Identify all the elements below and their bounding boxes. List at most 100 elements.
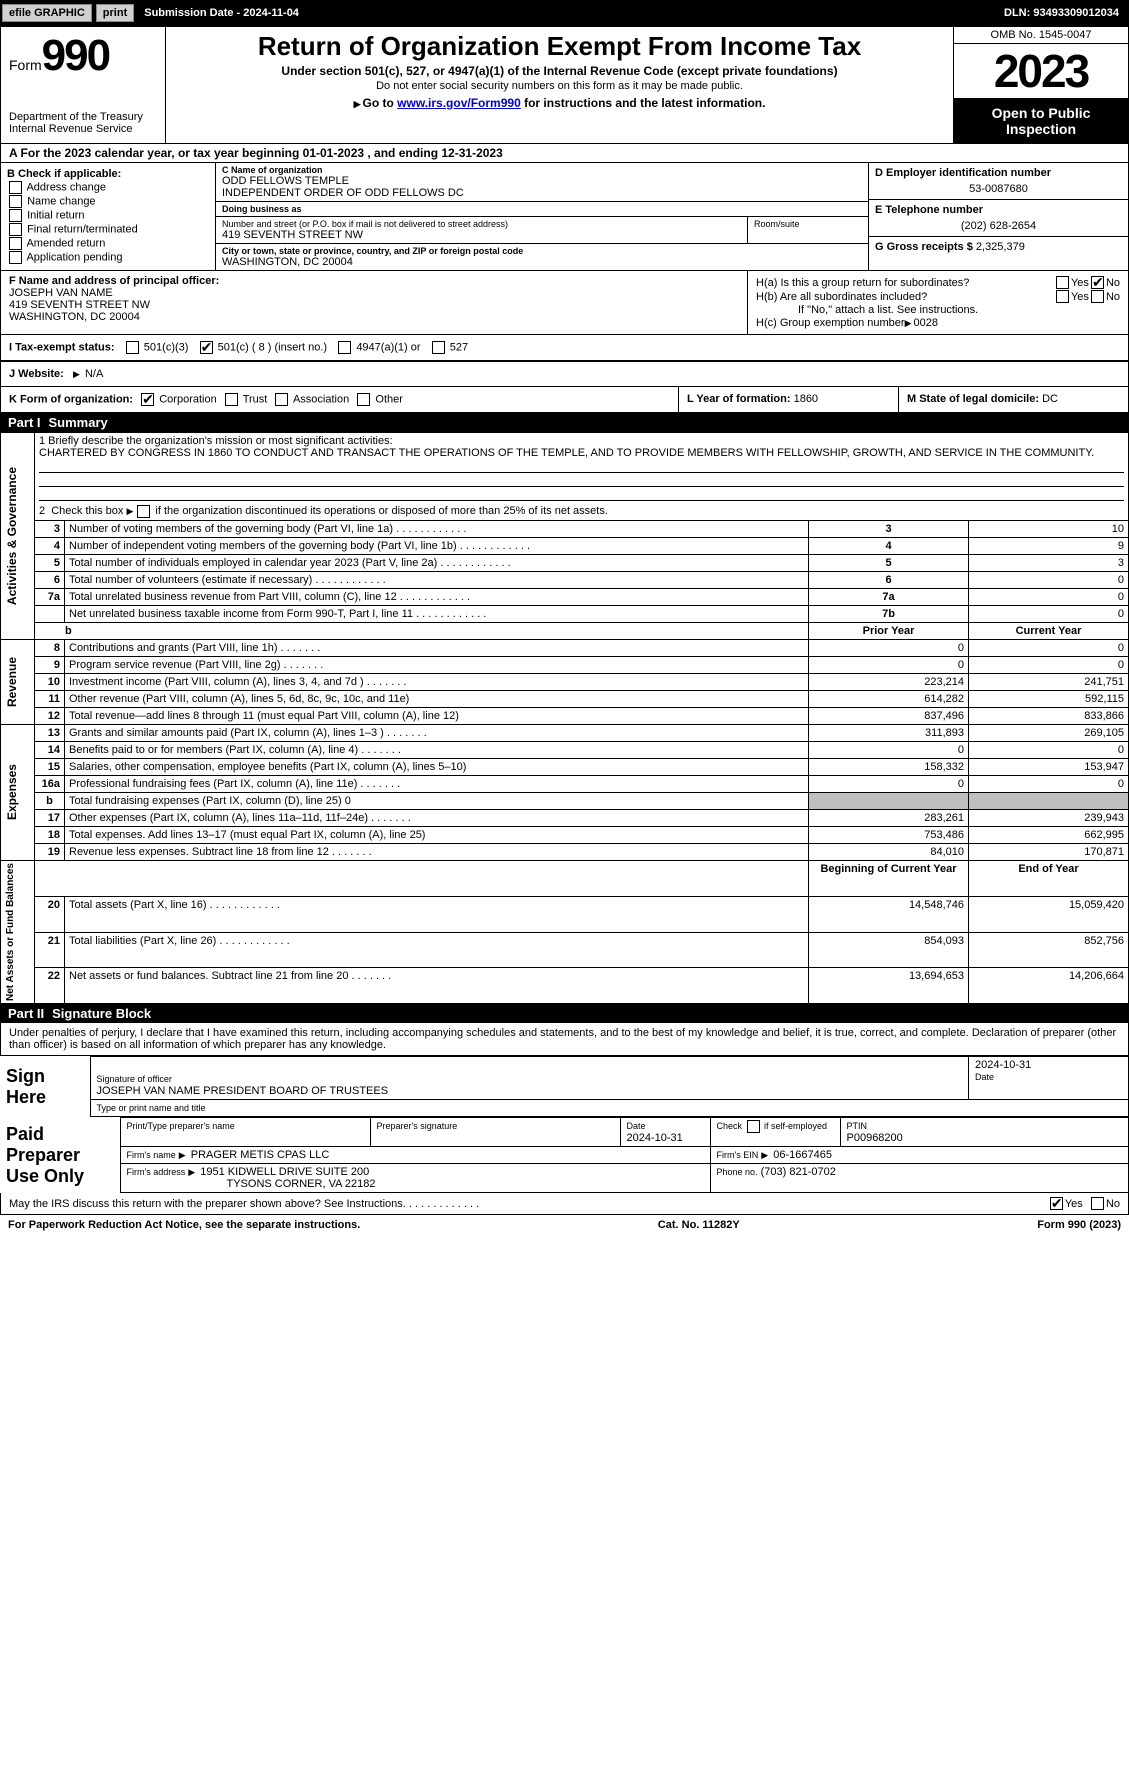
exp-row: Revenue less expenses. Subtract line 18 … bbox=[65, 844, 809, 861]
opt-pending: Application pending bbox=[26, 251, 122, 263]
part-1-num: Part I bbox=[8, 415, 49, 430]
rev-row: Total revenue—add lines 8 through 11 (mu… bbox=[65, 708, 809, 725]
ag-row: Number of voting members of the governin… bbox=[65, 521, 809, 538]
opt-amended: Amended return bbox=[26, 237, 105, 249]
hb-yes[interactable] bbox=[1056, 290, 1069, 303]
firm-phone-label: Phone no. bbox=[717, 1167, 758, 1177]
opt-final: Final return/terminated bbox=[27, 223, 138, 235]
hdr-boy: Beginning of Current Year bbox=[809, 861, 969, 897]
efile-label: efile GRAPHIC bbox=[2, 4, 92, 22]
irs-no[interactable] bbox=[1091, 1197, 1104, 1210]
ptin-value: P00968200 bbox=[847, 1132, 903, 1144]
row-klm: K Form of organization: Corporation Trus… bbox=[0, 387, 1129, 413]
dln: DLN: 93493309012034 bbox=[1004, 7, 1129, 19]
row-fh: F Name and address of principal officer:… bbox=[0, 271, 1129, 335]
officer-name: JOSEPH VAN NAME bbox=[9, 287, 739, 299]
chk-assoc[interactable] bbox=[275, 393, 288, 406]
vlabel-exp: Expenses bbox=[5, 764, 19, 820]
row-j: J Website: N/A bbox=[0, 362, 1129, 387]
irs-discuss-row: May the IRS discuss this return with the… bbox=[0, 1193, 1129, 1215]
subtitle-1: Under section 501(c), 527, or 4947(a)(1)… bbox=[176, 64, 943, 78]
dba-label: Doing business as bbox=[222, 204, 862, 214]
line-2: 2 Check this box if the organization dis… bbox=[39, 505, 608, 517]
chk-4947[interactable] bbox=[338, 341, 351, 354]
exp-row: Grants and similar amounts paid (Part IX… bbox=[65, 725, 809, 742]
d-label: D Employer identification number bbox=[875, 167, 1122, 179]
vlabel-rev: Revenue bbox=[5, 657, 19, 707]
chk-initial[interactable] bbox=[9, 209, 22, 222]
firm-name-label: Firm's name bbox=[127, 1150, 176, 1160]
exp-row: Benefits paid to or for members (Part IX… bbox=[65, 742, 809, 759]
phone-value: (202) 628-2654 bbox=[875, 220, 1122, 232]
firm-addr-1: 1951 KIDWELL DRIVE SUITE 200 bbox=[200, 1166, 369, 1178]
irs-yes[interactable] bbox=[1050, 1197, 1063, 1210]
street-label: Number and street (or P.O. box if mail i… bbox=[222, 219, 741, 229]
ha-no[interactable] bbox=[1091, 276, 1104, 289]
chk-trust[interactable] bbox=[225, 393, 238, 406]
hb-no[interactable] bbox=[1091, 290, 1104, 303]
chk-corp[interactable] bbox=[141, 393, 154, 406]
type-name-label: Type or print name and title bbox=[97, 1103, 206, 1113]
exp-row: Other expenses (Part IX, column (A), lin… bbox=[65, 810, 809, 827]
org-name-1: ODD FELLOWS TEMPLE bbox=[222, 175, 862, 187]
part-2-num: Part II bbox=[8, 1006, 52, 1021]
city-label: City or town, state or province, country… bbox=[222, 246, 862, 256]
hc-value: 0028 bbox=[913, 317, 937, 329]
box-bcdeg: B Check if applicable: Address change Na… bbox=[0, 163, 1129, 271]
ag-row: Total unrelated business revenue from Pa… bbox=[65, 589, 809, 606]
chk-501c[interactable] bbox=[200, 341, 213, 354]
top-bar: efile GRAPHIC print Submission Date - 20… bbox=[0, 0, 1129, 26]
subtitle-2: Do not enter social security numbers on … bbox=[176, 80, 943, 92]
declaration: Under penalties of perjury, I declare th… bbox=[0, 1023, 1129, 1056]
j-label: J Website: bbox=[9, 368, 64, 380]
dept-2: Internal Revenue Service bbox=[9, 123, 157, 135]
chk-self-employed[interactable] bbox=[747, 1120, 760, 1133]
website-value: N/A bbox=[85, 368, 103, 380]
na-row: Total liabilities (Part X, line 26) bbox=[65, 932, 809, 968]
chk-pending[interactable] bbox=[9, 251, 22, 264]
firm-ein-label: Firm's EIN bbox=[717, 1150, 759, 1160]
tax-year: 2023 bbox=[954, 44, 1128, 99]
chk-527[interactable] bbox=[432, 341, 445, 354]
year-formation: 1860 bbox=[794, 393, 818, 405]
exp-row: Salaries, other compensation, employee b… bbox=[65, 759, 809, 776]
chk-other[interactable] bbox=[357, 393, 370, 406]
part-2-header: Part II Signature Block bbox=[0, 1004, 1129, 1023]
rev-row: Program service revenue (Part VIII, line… bbox=[65, 657, 809, 674]
vlabel-na: Net Assets or Fund Balances bbox=[5, 863, 16, 1001]
print-button[interactable]: print bbox=[96, 4, 134, 22]
chk-amended[interactable] bbox=[9, 237, 22, 250]
chk-discontinued[interactable] bbox=[137, 505, 150, 518]
form-header: Form990 Department of the Treasury Inter… bbox=[0, 26, 1129, 144]
date-label: Date bbox=[975, 1072, 994, 1082]
exp-row: Professional fundraising fees (Part IX, … bbox=[65, 776, 809, 793]
line-1-label: 1 Briefly describe the organization's mi… bbox=[39, 435, 1124, 447]
footer-center: Cat. No. 11282Y bbox=[360, 1219, 1037, 1231]
opt-initial: Initial return bbox=[27, 209, 84, 221]
chk-name-change[interactable] bbox=[9, 195, 22, 208]
f-label: F Name and address of principal officer: bbox=[9, 275, 739, 287]
vlabel-ag: Activities & Governance bbox=[5, 467, 19, 605]
rev-row: Contributions and grants (Part VIII, lin… bbox=[65, 640, 809, 657]
dept-1: Department of the Treasury bbox=[9, 111, 157, 123]
na-row: Net assets or fund balances. Subtract li… bbox=[65, 968, 809, 1004]
opt-address-change: Address change bbox=[26, 181, 106, 193]
part-1-header: Part I Summary bbox=[0, 413, 1129, 432]
ha-yes[interactable] bbox=[1056, 276, 1069, 289]
chk-address-change[interactable] bbox=[9, 181, 22, 194]
g-label: G Gross receipts $ bbox=[875, 241, 973, 253]
m-label: M State of legal domicile: bbox=[907, 393, 1039, 405]
gross-receipts: 2,325,379 bbox=[976, 241, 1025, 253]
opt-name-change: Name change bbox=[27, 195, 96, 207]
prep-name-label: Print/Type preparer's name bbox=[127, 1121, 235, 1131]
rev-row: Other revenue (Part VIII, column (A), li… bbox=[65, 691, 809, 708]
hb-label: H(b) Are all subordinates included? bbox=[756, 291, 1054, 303]
firm-name: PRAGER METIS CPAS LLC bbox=[191, 1149, 330, 1161]
chk-501c3[interactable] bbox=[126, 341, 139, 354]
irs-link[interactable]: www.irs.gov/Form990 bbox=[397, 96, 521, 110]
officer-city: WASHINGTON, DC 20004 bbox=[9, 311, 739, 323]
l-label: L Year of formation: bbox=[687, 393, 791, 405]
chk-final[interactable] bbox=[9, 223, 22, 236]
hdr-eoy: End of Year bbox=[969, 861, 1129, 897]
ag-row: Number of independent voting members of … bbox=[65, 538, 809, 555]
